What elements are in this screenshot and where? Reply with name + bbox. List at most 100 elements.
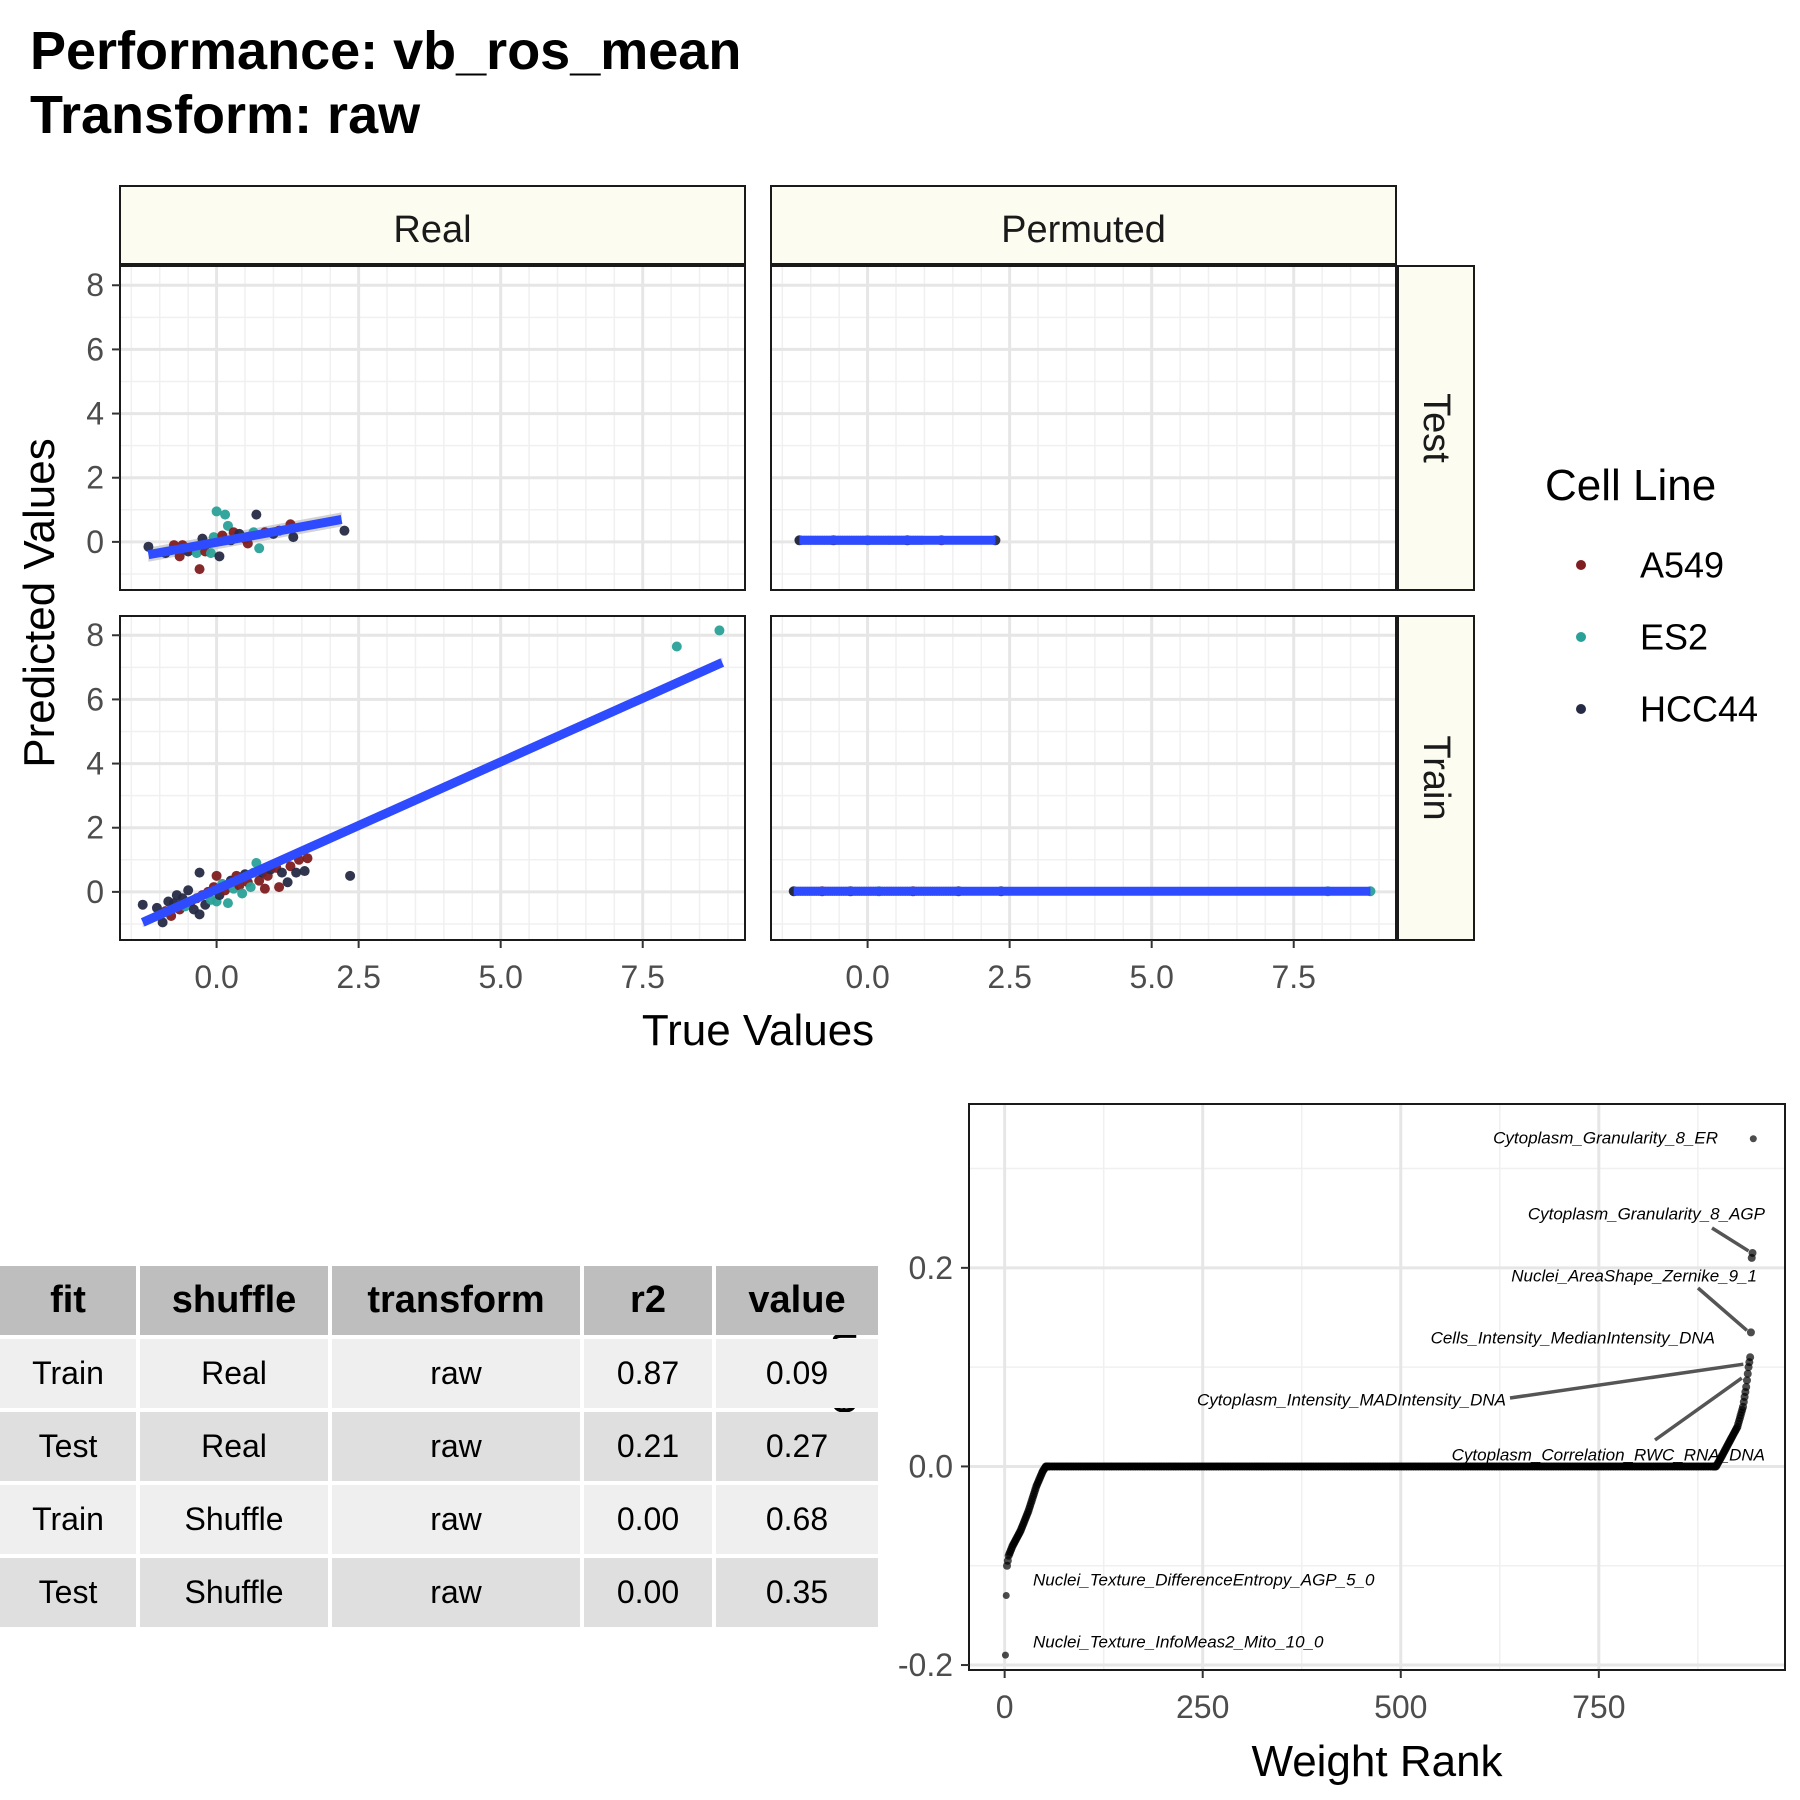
- x-tick-label: 0.0: [194, 959, 238, 995]
- x-tick-label: 5.0: [478, 959, 522, 995]
- x-tick-label: 5.0: [1129, 959, 1173, 995]
- y-tick-label: 0.0: [909, 1448, 953, 1484]
- legend-label: A549: [1640, 545, 1724, 586]
- facet-strip-permuted: [770, 185, 1397, 265]
- x-tick-label: 7.5: [620, 959, 664, 995]
- chart-title-line-1: Performance: vb_ros_mean: [30, 21, 742, 81]
- data-point-a549: [285, 861, 296, 872]
- weight-annotation-label: Cytoplasm_Granularity_8_AGP: [1528, 1205, 1766, 1224]
- data-point-a549: [211, 870, 222, 881]
- facet-strip-label: Permuted: [1001, 209, 1166, 251]
- table-cell-shuffle: Shuffle: [140, 1558, 328, 1627]
- data-point-hcc44: [157, 917, 168, 928]
- weight-point: [1743, 1369, 1752, 1378]
- y-tick-label: 4: [86, 746, 104, 782]
- table-cell-transform: raw: [332, 1412, 580, 1481]
- data-point-es2: [220, 509, 231, 520]
- data-point-es2: [222, 520, 233, 531]
- table-header-shuffle: shuffle: [140, 1266, 328, 1335]
- table-header-value: value: [716, 1266, 878, 1335]
- table-cell-shuffle: Real: [140, 1412, 328, 1481]
- panel-border: [770, 615, 1397, 941]
- facet-strip-test: [1397, 265, 1475, 591]
- weight-panel-background: [969, 1104, 1785, 1670]
- table-cell-transform: raw: [332, 1485, 580, 1554]
- y-tick-label: -0.2: [898, 1647, 953, 1683]
- weight-annotation-label: Nuclei_Texture_DifferenceEntropy_AGP_5_0: [1033, 1571, 1375, 1590]
- data-point-a549: [254, 875, 265, 886]
- table-row: Test Real raw 0.21 0.27: [0, 1412, 878, 1481]
- weight-point: [1746, 1353, 1755, 1362]
- data-point-es2: [245, 882, 256, 893]
- table-header-r2: r2: [584, 1266, 712, 1335]
- data-point-hcc44: [214, 551, 225, 562]
- weight-panel-border: [968, 1103, 1786, 1671]
- weight-point: [1742, 1376, 1751, 1385]
- weight-point: [1746, 1328, 1755, 1337]
- weight-annotation-label: Nuclei_AreaShape_Zernike_9_1: [1511, 1267, 1757, 1286]
- x-tick-label: 0.0: [845, 959, 889, 995]
- y-tick-label: 2: [86, 460, 104, 496]
- data-point-hcc44: [183, 885, 194, 896]
- data-point-hcc44: [194, 909, 205, 920]
- data-point-hcc44: [288, 532, 299, 543]
- y-tick-label: 0: [86, 524, 104, 560]
- table-cell-shuffle: Real: [140, 1339, 328, 1408]
- facet-strip-label: Real: [393, 209, 471, 251]
- table-cell-r2: 0.21: [584, 1412, 712, 1481]
- weight-annotation-label: Cytoplasm_Intensity_MADIntensity_DNA: [1197, 1391, 1506, 1410]
- weight-annotation-label: Cytoplasm_Correlation_RWC_RNA_DNA: [1452, 1446, 1765, 1465]
- weight-annotation-label: Nuclei_Texture_InfoMeas2_Mito_10_0: [1033, 1633, 1324, 1652]
- x-tick-label: 500: [1374, 1689, 1427, 1725]
- x-tick-label: 7.5: [1271, 959, 1315, 995]
- table-cell-r2: 0.00: [584, 1485, 712, 1554]
- data-point-a549: [259, 883, 270, 894]
- table-cell-value: 0.27: [716, 1412, 878, 1481]
- panel-border: [119, 615, 746, 941]
- data-point-a549: [302, 853, 313, 864]
- weight-x-axis-title: Weight Rank: [1251, 1737, 1503, 1786]
- table-cell-shuffle: Shuffle: [140, 1485, 328, 1554]
- x-axis-title: True Values: [642, 1006, 874, 1055]
- data-point-hcc44: [251, 509, 262, 520]
- y-axis-title: Predicted Values: [15, 438, 64, 767]
- legend-key-a549: [1576, 560, 1586, 570]
- facet-strip-label: Train: [1415, 735, 1457, 820]
- annotation-leader-line: [1696, 1286, 1749, 1332]
- legend-key-es2: [1576, 632, 1586, 642]
- y-tick-label: 4: [86, 396, 104, 432]
- table-cell-value: 0.68: [716, 1485, 878, 1554]
- facet-strip-train: [1397, 615, 1475, 941]
- x-tick-label: 2.5: [987, 959, 1031, 995]
- table-header-transform: transform: [332, 1266, 580, 1335]
- data-point-hcc44: [194, 867, 205, 878]
- legend-key-hcc44: [1576, 704, 1586, 714]
- annotation-leader-line: [1711, 1226, 1750, 1253]
- table-cell-r2: 0.00: [584, 1558, 712, 1627]
- data-point-es2: [222, 898, 233, 909]
- facet-strip-real: [119, 185, 746, 265]
- table-cell-transform: raw: [332, 1339, 580, 1408]
- table-row: Test Shuffle raw 0.00 0.35: [0, 1558, 878, 1627]
- table-cell-value: 0.35: [716, 1558, 878, 1627]
- table-cell-fit: Test: [0, 1558, 136, 1627]
- data-point-es2: [237, 888, 248, 899]
- data-point-es2: [205, 548, 216, 559]
- y-tick-label: 8: [86, 617, 104, 653]
- data-point-hcc44: [143, 541, 154, 552]
- weight-point: [1001, 1651, 1009, 1659]
- table-cell-fit: Test: [0, 1412, 136, 1481]
- panel-border: [770, 265, 1397, 591]
- data-point-es2: [671, 641, 682, 652]
- data-point-hcc44: [276, 867, 287, 878]
- table-cell-transform: raw: [332, 1558, 580, 1627]
- annotation-leader-line: [1509, 1362, 1744, 1400]
- legend-label: HCC44: [1640, 689, 1758, 730]
- annotation-leader-line: [1653, 1376, 1743, 1442]
- x-tick-label: 250: [1176, 1689, 1229, 1725]
- y-tick-label: 8: [86, 267, 104, 303]
- data-point-hcc44: [299, 866, 310, 877]
- weight-annotation-label: Cells_Intensity_MedianIntensity_DNA: [1431, 1329, 1715, 1348]
- data-point-a549: [274, 882, 285, 893]
